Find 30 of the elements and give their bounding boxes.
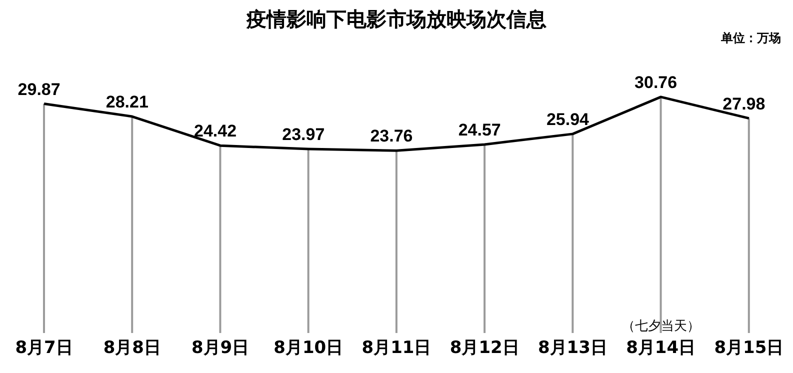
x-tick-label: 8月10日 (274, 338, 344, 358)
x-tick-label: 8月7日 (15, 338, 73, 358)
bar (748, 118, 750, 333)
bar (484, 144, 486, 333)
bar (219, 146, 222, 333)
x-tick-label: 8月9日 (191, 338, 250, 358)
data-label: 28.21 (106, 92, 148, 112)
annotation: （七夕当天） (620, 318, 701, 335)
text: 单位：万场 (721, 30, 781, 47)
data-label: 30.76 (634, 72, 678, 92)
data-label: 29.87 (18, 80, 60, 99)
data-label: 27.98 (722, 94, 766, 114)
x-tick-label: 8月11日 (362, 338, 432, 358)
x-tick-label: 8月12日 (450, 338, 520, 358)
data-label: 24.42 (194, 122, 237, 141)
x-tick-label: 8月8日 (103, 338, 162, 358)
data-label: 24.57 (458, 120, 501, 140)
bar (43, 104, 45, 333)
data-label: 25.94 (546, 110, 590, 129)
bar (395, 150, 398, 333)
data-label: 23.76 (370, 126, 413, 146)
bar (572, 134, 574, 333)
bar (660, 96, 662, 333)
x-tick-label: 8月15日 (714, 338, 784, 358)
chart-title: 疫情影响下电影市场放映场次信息 (246, 7, 546, 31)
x-tick-label: 8月13日 (538, 338, 608, 358)
x-tick-label: 8月14日 (626, 338, 696, 358)
bar (307, 149, 310, 333)
data-label: 23.97 (282, 125, 325, 144)
bar (131, 116, 134, 333)
